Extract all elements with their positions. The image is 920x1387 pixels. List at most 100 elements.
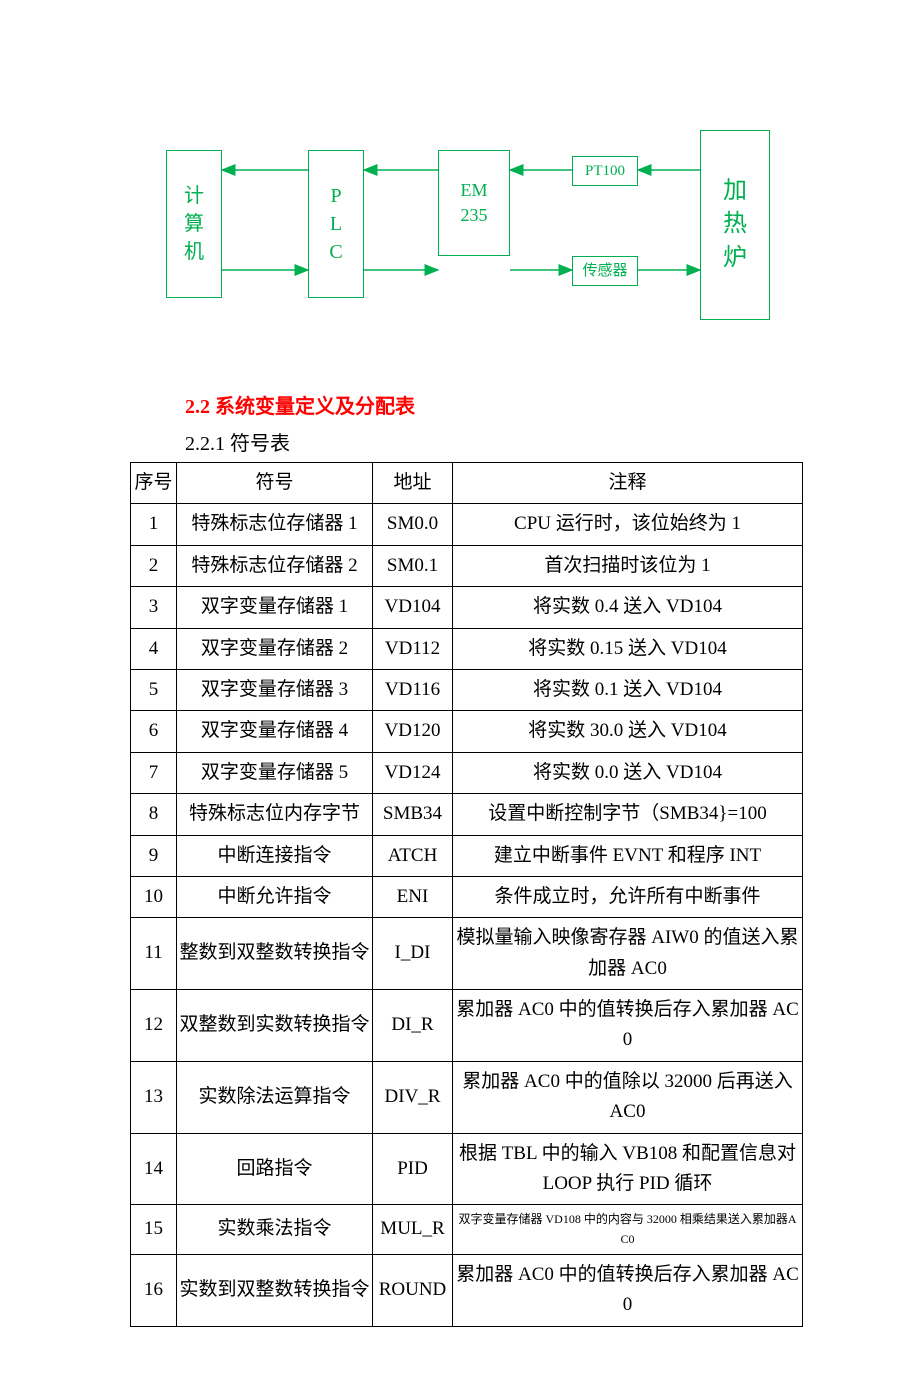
table-cell: 特殊标志位内存字节: [177, 794, 373, 835]
node-label: P L C: [329, 182, 342, 266]
table-cell: I_DI: [373, 918, 453, 990]
table-cell: 特殊标志位存储器 2: [177, 545, 373, 586]
table-header: 注释: [453, 463, 803, 504]
table-cell: VD116: [373, 669, 453, 710]
table-header: 地址: [373, 463, 453, 504]
table-cell: 将实数 0.4 送入 VD104: [453, 587, 803, 628]
table-row: 1特殊标志位存储器 1SM0.0CPU 运行时，该位始终为 1: [131, 504, 803, 545]
table-header-row: 序号 符号 地址 注释: [131, 463, 803, 504]
table-cell: 双字变量存储器 3: [177, 669, 373, 710]
table-cell: 将实数 0.0 送入 VD104: [453, 752, 803, 793]
table-cell: 根据 TBL 中的输入 VB108 和配置信息对LOOP 执行 PID 循环: [453, 1133, 803, 1205]
table-cell: 15: [131, 1205, 177, 1254]
table-cell: 双整数到实数转换指令: [177, 990, 373, 1062]
table-cell: ATCH: [373, 835, 453, 876]
table-cell: 16: [131, 1254, 177, 1326]
table-cell: 设置中断控制字节（SMB34}=100: [453, 794, 803, 835]
table-cell: VD124: [373, 752, 453, 793]
table-row: 6双字变量存储器 4VD120将实数 30.0 送入 VD104: [131, 711, 803, 752]
table-cell: ENI: [373, 876, 453, 917]
table-cell: 3: [131, 587, 177, 628]
table-cell: 14: [131, 1133, 177, 1205]
table-row: 5双字变量存储器 3VD116将实数 0.1 送入 VD104: [131, 669, 803, 710]
node-furnace: 加 热 炉: [700, 130, 770, 320]
table-row: 3双字变量存储器 1VD104将实数 0.4 送入 VD104: [131, 587, 803, 628]
table-header: 序号: [131, 463, 177, 504]
node-label: 加 热 炉: [723, 175, 747, 276]
table-cell: 2: [131, 545, 177, 586]
table-row: 2特殊标志位存储器 2SM0.1首次扫描时该位为 1: [131, 545, 803, 586]
table-cell: SMB34: [373, 794, 453, 835]
table-row: 14回路指令PID根据 TBL 中的输入 VB108 和配置信息对LOOP 执行…: [131, 1133, 803, 1205]
table-cell: 建立中断事件 EVNT 和程序 INT: [453, 835, 803, 876]
table-cell: 实数除法运算指令: [177, 1061, 373, 1133]
table-cell: 双字变量存储器 VD108 中的内容与 32000 相乘结果送入累加器AC0: [453, 1205, 803, 1254]
table-cell: 4: [131, 628, 177, 669]
node-em235: EM 235: [438, 150, 510, 256]
table-cell: 中断允许指令: [177, 876, 373, 917]
table-cell: SM0.1: [373, 545, 453, 586]
table-row: 15实数乘法指令MUL_R双字变量存储器 VD108 中的内容与 32000 相…: [131, 1205, 803, 1254]
table-row: 16实数到双整数转换指令ROUND累加器 AC0 中的值转换后存入累加器 AC0: [131, 1254, 803, 1326]
table-cell: 双字变量存储器 1: [177, 587, 373, 628]
table-cell: DIV_R: [373, 1061, 453, 1133]
table-cell: 条件成立时，允许所有中断事件: [453, 876, 803, 917]
table-cell: CPU 运行时，该位始终为 1: [453, 504, 803, 545]
table-cell: 回路指令: [177, 1133, 373, 1205]
table-cell: 实数到双整数转换指令: [177, 1254, 373, 1326]
table-cell: 特殊标志位存储器 1: [177, 504, 373, 545]
table-cell: SM0.0: [373, 504, 453, 545]
table-row: 13实数除法运算指令DIV_R累加器 AC0 中的值除以 32000 后再送入 …: [131, 1061, 803, 1133]
table-cell: 1: [131, 504, 177, 545]
table-cell: 将实数 30.0 送入 VD104: [453, 711, 803, 752]
table-row: 9中断连接指令ATCH建立中断事件 EVNT 和程序 INT: [131, 835, 803, 876]
table-cell: VD112: [373, 628, 453, 669]
table-row: 12双整数到实数转换指令DI_R累加器 AC0 中的值转换后存入累加器 AC0: [131, 990, 803, 1062]
table-cell: 将实数 0.15 送入 VD104: [453, 628, 803, 669]
node-plc: P L C: [308, 150, 364, 298]
node-label: EM 235: [461, 178, 488, 228]
table-cell: 累加器 AC0 中的值转换后存入累加器 AC0: [453, 1254, 803, 1326]
table-cell: 双字变量存储器 5: [177, 752, 373, 793]
table-cell: 累加器 AC0 中的值除以 32000 后再送入 AC0: [453, 1061, 803, 1133]
table-cell: 首次扫描时该位为 1: [453, 545, 803, 586]
table-cell: 9: [131, 835, 177, 876]
sub-section-title: 2.2.1 符号表: [185, 427, 920, 456]
node-label: PT100: [585, 161, 625, 182]
table-cell: VD120: [373, 711, 453, 752]
table-cell: 双字变量存储器 4: [177, 711, 373, 752]
section-title: 2.2 系统变量定义及分配表: [185, 390, 920, 419]
table-cell: MUL_R: [373, 1205, 453, 1254]
table-cell: 中断连接指令: [177, 835, 373, 876]
table-row: 7双字变量存储器 5VD124将实数 0.0 送入 VD104: [131, 752, 803, 793]
table-cell: 10: [131, 876, 177, 917]
symbol-table: 序号 符号 地址 注释 1特殊标志位存储器 1SM0.0CPU 运行时，该位始终…: [130, 462, 803, 1327]
table-cell: 11: [131, 918, 177, 990]
table-cell: 将实数 0.1 送入 VD104: [453, 669, 803, 710]
node-label: 传感器: [582, 261, 627, 282]
table-cell: 累加器 AC0 中的值转换后存入累加器 AC0: [453, 990, 803, 1062]
table-cell: 13: [131, 1061, 177, 1133]
table-cell: 模拟量输入映像寄存器 AIW0 的值送入累加器 AC0: [453, 918, 803, 990]
table-cell: DI_R: [373, 990, 453, 1062]
table-row: 8特殊标志位内存字节SMB34设置中断控制字节（SMB34}=100: [131, 794, 803, 835]
table-header: 符号: [177, 463, 373, 504]
table-row: 11整数到双整数转换指令I_DI模拟量输入映像寄存器 AIW0 的值送入累加器 …: [131, 918, 803, 990]
table-cell: 6: [131, 711, 177, 752]
system-diagram: 计 算 机 P L C EM 235 PT100 传感器 加 热 炉: [160, 130, 780, 330]
table-cell: PID: [373, 1133, 453, 1205]
table-cell: 7: [131, 752, 177, 793]
table-cell: 实数乘法指令: [177, 1205, 373, 1254]
table-cell: 12: [131, 990, 177, 1062]
node-pt100: PT100: [572, 156, 638, 186]
node-sensor: 传感器: [572, 256, 638, 286]
table-cell: 整数到双整数转换指令: [177, 918, 373, 990]
table-row: 10中断允许指令ENI条件成立时，允许所有中断事件: [131, 876, 803, 917]
table-cell: VD104: [373, 587, 453, 628]
node-computer: 计 算 机: [166, 150, 222, 298]
table-cell: 双字变量存储器 2: [177, 628, 373, 669]
table-cell: ROUND: [373, 1254, 453, 1326]
table-cell: 8: [131, 794, 177, 835]
table-cell: 5: [131, 669, 177, 710]
table-row: 4双字变量存储器 2VD112将实数 0.15 送入 VD104: [131, 628, 803, 669]
